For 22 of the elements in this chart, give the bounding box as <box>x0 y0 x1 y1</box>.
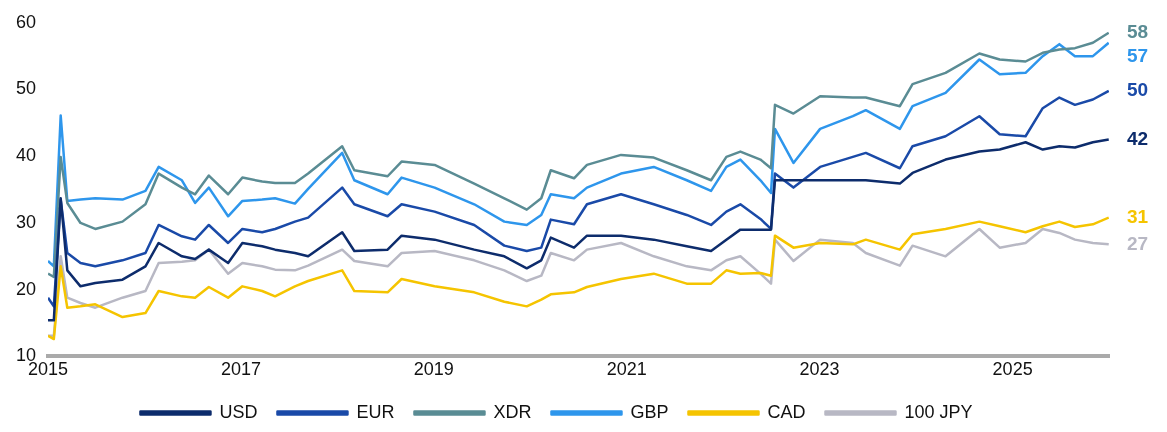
data-label: 42 <box>1127 127 1149 149</box>
y-tick-label: 50 <box>15 78 37 99</box>
legend-label: GBP <box>630 401 669 422</box>
data-label: 58 <box>1127 21 1149 43</box>
legend-label: 100 JPY <box>904 401 973 422</box>
y-tick-label: 20 <box>15 278 37 299</box>
data-label: 27 <box>1127 232 1149 254</box>
data-label: 57 <box>1127 45 1149 67</box>
data-label: 50 <box>1127 79 1149 101</box>
y-tick-label: 60 <box>15 11 37 32</box>
y-tick-label: 40 <box>15 145 37 166</box>
x-tick-label: 2021 <box>606 359 647 380</box>
legend-label: EUR <box>356 401 395 422</box>
x-tick-label: 2023 <box>799 359 840 380</box>
data-label: 31 <box>1127 205 1149 227</box>
x-tick-label: 2025 <box>992 359 1033 380</box>
x-tick-label: 2019 <box>413 359 454 380</box>
legend-label: CAD <box>767 401 806 422</box>
x-tick-label: 2017 <box>221 359 262 380</box>
y-tick-label: 30 <box>15 211 37 232</box>
legend-label: XDR <box>493 401 532 422</box>
legend-label: USD <box>219 401 258 422</box>
